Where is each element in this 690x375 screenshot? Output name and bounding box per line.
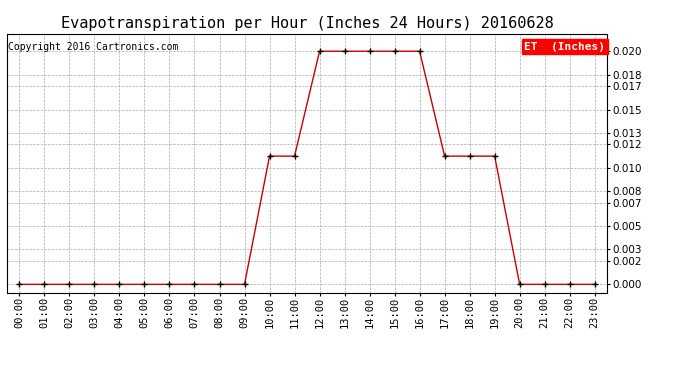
Title: Evapotranspiration per Hour (Inches 24 Hours) 20160628: Evapotranspiration per Hour (Inches 24 H… [61, 16, 553, 31]
Text: ET  (Inches): ET (Inches) [524, 42, 605, 51]
Text: Copyright 2016 Cartronics.com: Copyright 2016 Cartronics.com [8, 42, 179, 51]
